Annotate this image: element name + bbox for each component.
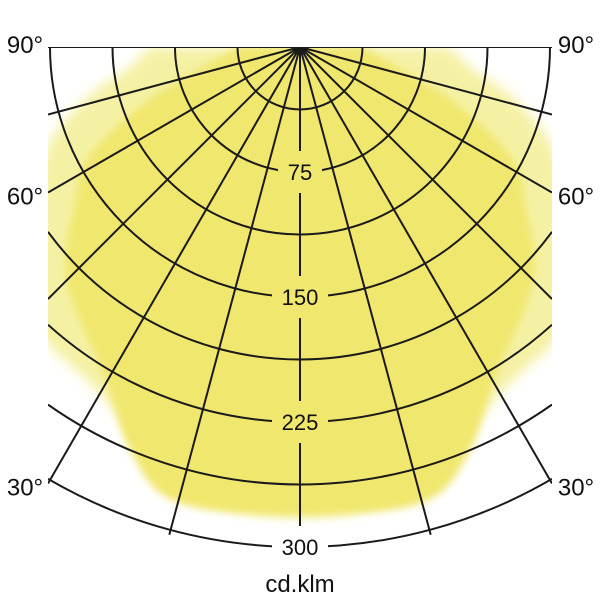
- radial-tick-labels: 75 150 225 300: [282, 160, 319, 560]
- grid-ray-15deg: [299, 47, 432, 536]
- polar-grid: [48, 47, 552, 552]
- angle-tick-label-left-30: 30°: [7, 475, 43, 502]
- grid-ray--75deg: [48, 47, 301, 116]
- angle-tick-label-left-60: 60°: [7, 184, 43, 211]
- grid-ray-60deg: [299, 47, 552, 194]
- angle-tick-labels: 90° 90° 60° 60° 30° 30°: [7, 32, 594, 502]
- radial-tick-label-300: 300: [282, 535, 319, 560]
- grid-ray-75deg: [299, 47, 552, 116]
- radial-tick-label-150: 150: [282, 285, 319, 310]
- grid-ray--45deg: [48, 47, 301, 300]
- grid-ray--30deg: [48, 47, 301, 484]
- grid-ray-30deg: [299, 47, 552, 484]
- grid-ray--15deg: [168, 47, 301, 536]
- angle-tick-label-right-60: 60°: [558, 184, 594, 211]
- grid-ray--60deg: [48, 47, 301, 194]
- radial-tick-label-225: 225: [282, 410, 319, 435]
- grid-ray-45deg: [299, 47, 552, 300]
- angle-tick-label-left-90: 90°: [7, 32, 43, 59]
- radial-tick-label-75: 75: [288, 160, 312, 185]
- units-label: cd.klm: [265, 571, 334, 598]
- angle-tick-label-right-90: 90°: [558, 32, 594, 59]
- angle-tick-label-right-30: 30°: [558, 475, 594, 502]
